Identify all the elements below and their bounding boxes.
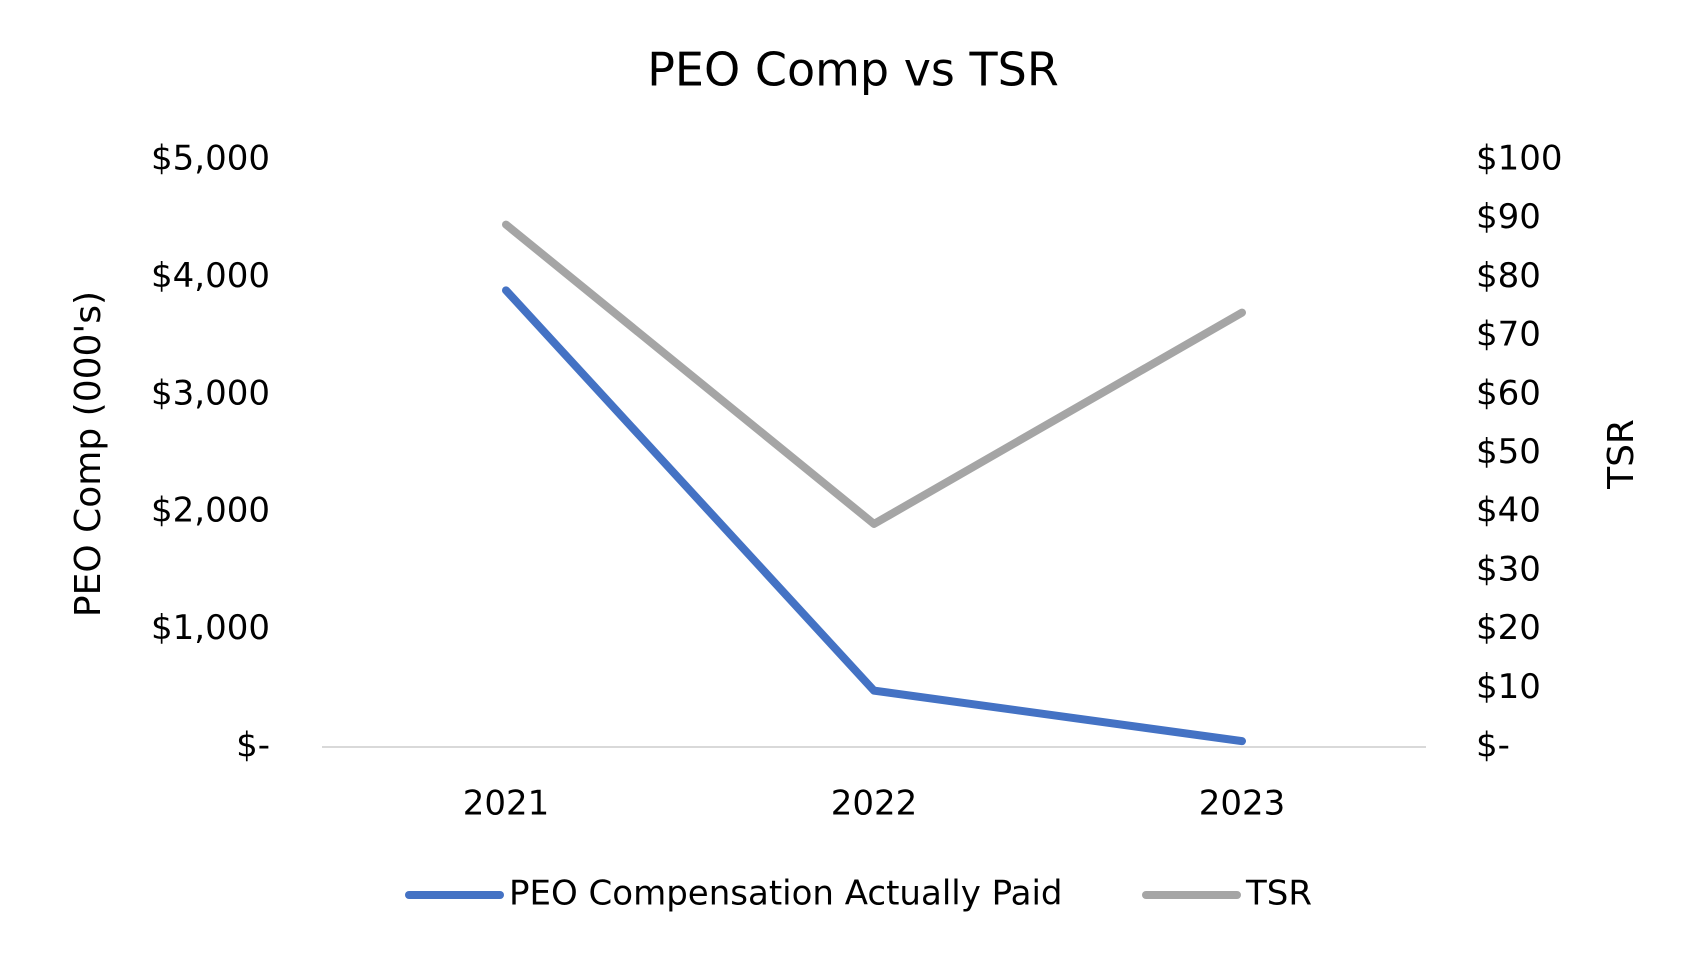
x-tick-label: 2021 [463, 784, 550, 824]
y2-tick-label: $40 [1476, 491, 1541, 531]
y-tick-label: $3,000 [151, 373, 270, 413]
y-tick-label: $1,000 [151, 608, 270, 648]
legend-label: PEO Compensation Actually Paid [509, 874, 1062, 914]
y2-tick-label: $30 [1476, 549, 1541, 589]
y2-tick-label: $- [1476, 726, 1510, 766]
y2-tick-label: $70 [1476, 315, 1541, 355]
y-tick-label: $2,000 [151, 491, 270, 531]
series-line [502, 220, 1246, 528]
y2-tick-label: $90 [1476, 197, 1541, 237]
y2-tick-label: $80 [1476, 256, 1541, 296]
y2-tick-label: $60 [1476, 373, 1541, 413]
x-tick-label: 2022 [831, 784, 918, 824]
series-line [502, 286, 1246, 746]
y2-tick-label: $20 [1476, 608, 1541, 648]
x-tick-label: 2023 [1199, 784, 1286, 824]
y-tick-label: $5,000 [151, 139, 270, 179]
y2-tick-label: $50 [1476, 432, 1541, 472]
y2-axis-title: TSR [1601, 419, 1642, 490]
y2-tick-label: $10 [1476, 667, 1541, 707]
y2-tick-label: $100 [1476, 139, 1563, 179]
legend-label: TSR [1245, 874, 1312, 914]
y-axis-title: PEO Comp (000's) [68, 291, 109, 617]
y-tick-label: $- [236, 726, 270, 766]
y-tick-label: $4,000 [151, 256, 270, 296]
chart-title: PEO Comp vs TSR [647, 43, 1059, 97]
